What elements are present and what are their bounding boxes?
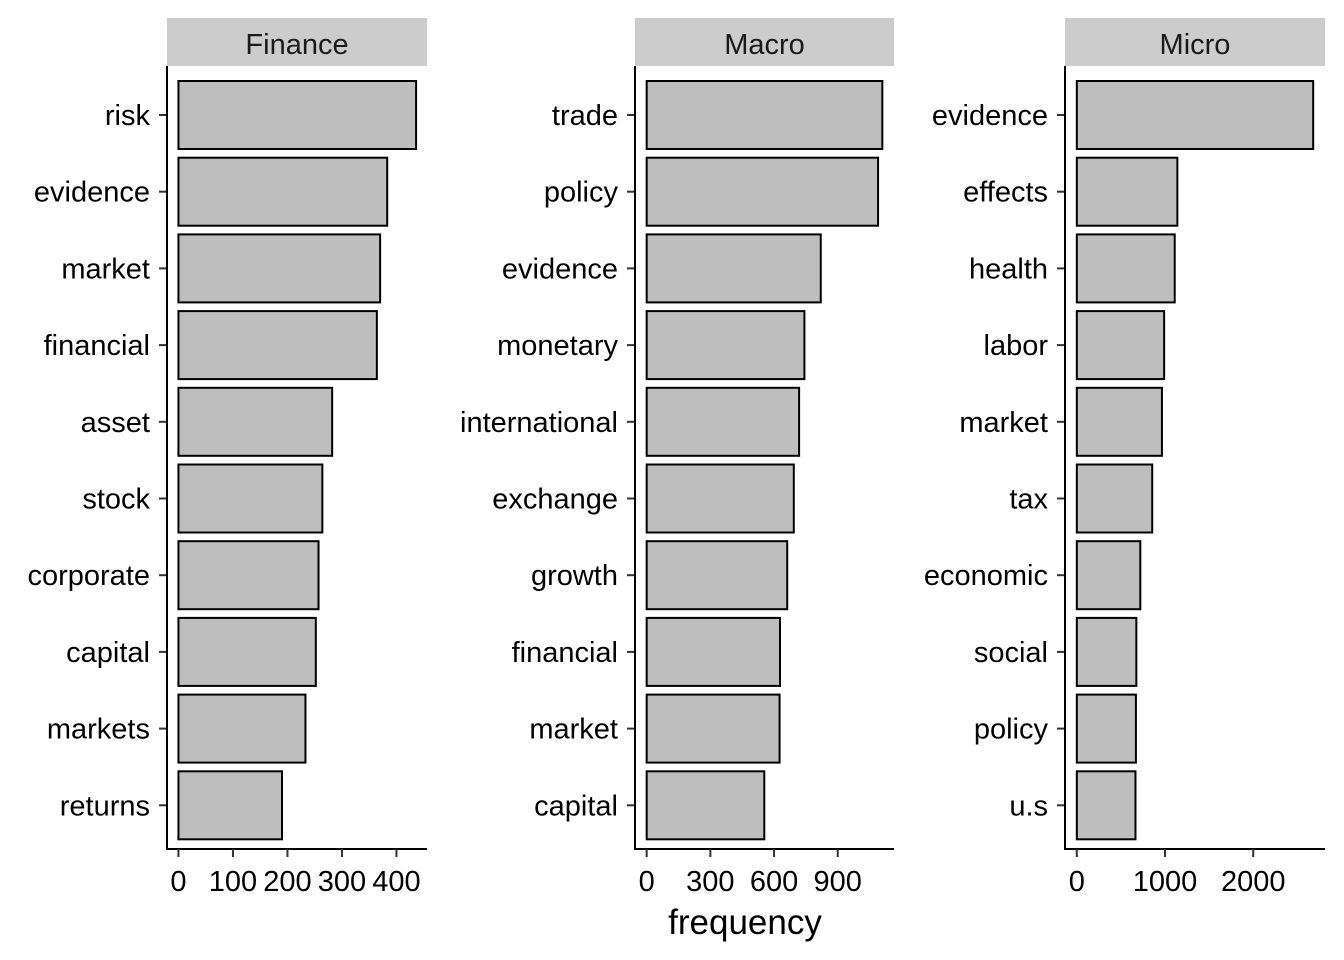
panel-strip xyxy=(635,18,894,66)
category-label: monetary xyxy=(497,330,618,362)
panel-1: Macro trade policy evidence monetary internat… xyxy=(460,18,894,898)
x-tick-label: 900 xyxy=(814,866,862,898)
category-label: effects xyxy=(963,177,1048,209)
x-tick-label: 300 xyxy=(318,866,366,898)
x-tick-label: 2000 xyxy=(1221,866,1286,898)
category-label: market xyxy=(61,253,150,285)
bar xyxy=(177,386,334,457)
category-label: economic xyxy=(924,560,1048,592)
category-label: exchange xyxy=(492,484,618,516)
bar xyxy=(177,80,418,150)
category-label: markets xyxy=(47,714,150,746)
bar xyxy=(645,310,806,381)
bar xyxy=(1075,156,1179,227)
category-label: evidence xyxy=(932,100,1048,132)
category-label: labor xyxy=(984,330,1049,362)
bar xyxy=(177,616,317,687)
panel-title: Micro xyxy=(1160,29,1231,61)
category-label: international xyxy=(460,407,618,439)
category-label: financial xyxy=(44,330,150,362)
bar xyxy=(645,616,781,687)
category-label: capital xyxy=(534,790,618,822)
category-label: social xyxy=(974,637,1048,669)
panel-2: Micro evidence effects health labor market tax… xyxy=(924,18,1325,898)
category-label: evidence xyxy=(34,177,150,209)
x-tick-label: 0 xyxy=(1069,866,1085,898)
bar xyxy=(645,540,789,611)
bar xyxy=(1075,770,1137,841)
bar xyxy=(177,693,307,764)
bar xyxy=(1075,693,1137,764)
bar xyxy=(1075,310,1166,381)
bar xyxy=(645,693,781,764)
category-label: capital xyxy=(66,637,150,669)
bar xyxy=(177,233,382,304)
x-axis-title: frequency xyxy=(668,903,822,942)
x-tick-label: 1000 xyxy=(1133,866,1198,898)
category-label: health xyxy=(969,253,1048,285)
panel-title: Finance xyxy=(245,29,348,61)
panel-strip xyxy=(167,18,427,66)
category-label: evidence xyxy=(502,253,618,285)
category-label: u.s xyxy=(1009,790,1048,822)
bar xyxy=(1075,463,1154,534)
x-tick-label: 0 xyxy=(170,866,186,898)
category-label: growth xyxy=(531,560,618,592)
bar xyxy=(1075,616,1138,687)
category-label: trade xyxy=(552,100,618,132)
bar xyxy=(645,386,801,457)
panel-strip xyxy=(1065,18,1325,66)
category-label: stock xyxy=(82,484,150,516)
panel-0: Finance risk evidence market financial asset s… xyxy=(27,18,427,898)
bar xyxy=(1075,540,1142,611)
bar xyxy=(177,540,320,611)
x-tick-label: 0 xyxy=(639,866,655,898)
bar xyxy=(645,80,884,150)
bar xyxy=(177,156,389,227)
x-tick-label: 200 xyxy=(263,866,311,898)
bar xyxy=(1075,386,1163,457)
category-label: policy xyxy=(544,177,619,209)
panel-title: Macro xyxy=(724,29,805,61)
category-label: corporate xyxy=(27,560,150,592)
bar xyxy=(177,770,284,841)
category-label: financial xyxy=(512,637,618,669)
category-label: returns xyxy=(60,790,150,822)
category-label: policy xyxy=(974,714,1049,746)
bar xyxy=(645,156,880,227)
category-label: tax xyxy=(1009,484,1048,516)
category-label: market xyxy=(529,714,618,746)
category-label: market xyxy=(959,407,1048,439)
bar xyxy=(177,463,324,534)
bar xyxy=(645,463,795,534)
x-tick-label: 100 xyxy=(209,866,257,898)
chart-panels: Finance risk evidence market financial asset s… xyxy=(27,18,1325,898)
bar xyxy=(1075,233,1176,304)
category-label: risk xyxy=(105,100,151,132)
x-tick-label: 600 xyxy=(750,866,798,898)
bar xyxy=(645,233,822,304)
bar xyxy=(1075,80,1315,150)
x-tick-label: 300 xyxy=(686,866,734,898)
bar xyxy=(645,770,766,841)
category-label: asset xyxy=(81,407,150,439)
x-tick-label: 400 xyxy=(372,866,420,898)
bar xyxy=(177,310,378,381)
